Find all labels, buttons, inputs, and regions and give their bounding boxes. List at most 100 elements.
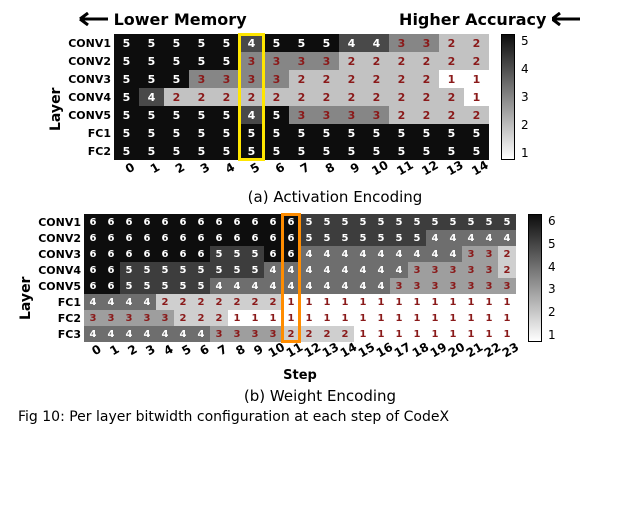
heatmap-cell: 2 [414,70,439,88]
heatmap-cell: 5 [300,214,318,230]
heatmap-cell: 5 [139,52,164,70]
ytick-label: CONV2 [64,52,114,70]
heatmap-cell: 1 [354,310,372,326]
heatmap-cell: 6 [264,246,282,262]
heatmap-cell: 1 [282,294,300,310]
heatmap-cell: 3 [480,246,498,262]
heatmap-cell: 1 [464,70,489,88]
heatmap-cell: 1 [390,310,408,326]
ytick-label: CONV4 [64,88,114,106]
colorbar-ticks-a: 54321 [521,34,529,160]
heatmap-cell: 6 [192,230,210,246]
heatmap-cell: 4 [364,34,389,52]
heatmap-cell: 4 [336,246,354,262]
heatmap-cell: 2 [364,88,389,106]
heatmap-cell: 3 [364,106,389,124]
heatmap-cell: 6 [102,230,120,246]
heatmap-cell: 2 [239,88,264,106]
heatmap-cell: 2 [389,70,414,88]
heatmap-cell: 2 [264,294,282,310]
heatmap-cell: 1 [498,310,516,326]
cbar-tick-label: 4 [521,62,529,76]
heatmap-cell: 5 [114,34,139,52]
heatmap-cell: 4 [480,230,498,246]
heatmap-cell: 1 [480,294,498,310]
heatmap-cell: 5 [314,34,339,52]
heatmap-cell: 3 [480,262,498,278]
heatmap-cell: 2 [289,70,314,88]
heatmap-cell: 6 [192,214,210,230]
heatmap-cell: 4 [339,34,364,52]
heatmap-cell: 4 [462,230,480,246]
heatmap-cell: 5 [264,34,289,52]
heatmap-b-wrap: Layer CONV1CONV2CONV3CONV4CONV5FC1FC2FC3… [14,214,626,383]
colorbar-ticks-b: 654321 [548,214,556,342]
figure-root: Lower Memory Higher Accuracy Layer CONV1… [0,0,640,524]
heatmap-cell: 6 [120,246,138,262]
ytick-label: CONV4 [34,262,84,278]
heatmap-cell: 4 [246,278,264,294]
heatmap-cell: 5 [114,70,139,88]
heatmap-cell: 1 [318,294,336,310]
heatmap-cell: 5 [120,278,138,294]
heatmap-cell: 5 [139,124,164,142]
heatmap-cell: 5 [174,278,192,294]
grid-b-holder: 6666666666665555555555556666666666665555… [84,214,516,383]
heatmap-cell: 5 [364,124,389,142]
heatmap-cell: 6 [282,214,300,230]
cbar-tick-label: 1 [548,328,556,342]
heatmap-cell: 4 [264,278,282,294]
heatmap-cell: 1 [354,294,372,310]
heatmap-cell: 6 [156,214,174,230]
heatmap-cell: 6 [138,214,156,230]
heatmap-cell: 5 [390,214,408,230]
caption-b: (b) Weight Encoding [14,387,626,405]
heatmap-cell: 5 [210,262,228,278]
heatmap-cell: 3 [289,106,314,124]
heatmap-cell: 2 [439,106,464,124]
heatmap-cell: 2 [414,52,439,70]
heatmap-cell: 5 [210,246,228,262]
top-label-row: Lower Memory Higher Accuracy [74,10,586,30]
heatmap-cell: 3 [480,278,498,294]
heatmap-cell: 4 [318,246,336,262]
heatmap-cell: 4 [120,294,138,310]
heatmap-cell: 6 [84,230,102,246]
heatmap-cell: 3 [314,52,339,70]
higher-accuracy-label: Higher Accuracy [399,10,546,29]
heatmap-cell: 2 [192,310,210,326]
heatmap-cell: 5 [192,262,210,278]
heatmap-cell: 3 [426,262,444,278]
heatmap-cell: 5 [189,34,214,52]
heatmap-cell: 4 [336,278,354,294]
heatmap-cell: 2 [339,70,364,88]
heatmap-cell: 6 [246,230,264,246]
heatmap-cell: 2 [314,70,339,88]
heatmap-cell: 4 [264,262,282,278]
heatmap-cell: 1 [336,310,354,326]
heatmap-cell: 5 [426,214,444,230]
heatmap-cell: 5 [164,34,189,52]
heatmap-cell: 3 [444,278,462,294]
heatmap-cell: 4 [138,294,156,310]
heatmap-cell: 2 [189,88,214,106]
heatmap-cell: 6 [210,230,228,246]
heatmap-cell: 3 [264,70,289,88]
yticklabels-a: CONV1CONV2CONV3CONV4CONV5FC1FC2 [64,34,114,160]
heatmap-cell: 2 [289,88,314,106]
heatmap-cell: 5 [289,124,314,142]
heatmap-cell: 2 [246,294,264,310]
heatmap-cell: 4 [444,230,462,246]
heatmap-cell: 3 [239,52,264,70]
ytick-label: CONV1 [34,214,84,230]
heatmap-cell: 4 [390,262,408,278]
subplot-a: Layer CONV1CONV2CONV3CONV4CONV5FC1FC2 55… [44,34,626,206]
xtick-label: 14 [466,156,499,188]
cbar-tick-label: 2 [548,305,556,319]
heatmap-cell: 4 [282,278,300,294]
heatmap-cell: 2 [414,88,439,106]
heatmap-cell: 5 [390,230,408,246]
heatmap-cell: 3 [389,34,414,52]
ytick-label: FC2 [34,310,84,326]
heatmap-cell: 3 [462,246,480,262]
